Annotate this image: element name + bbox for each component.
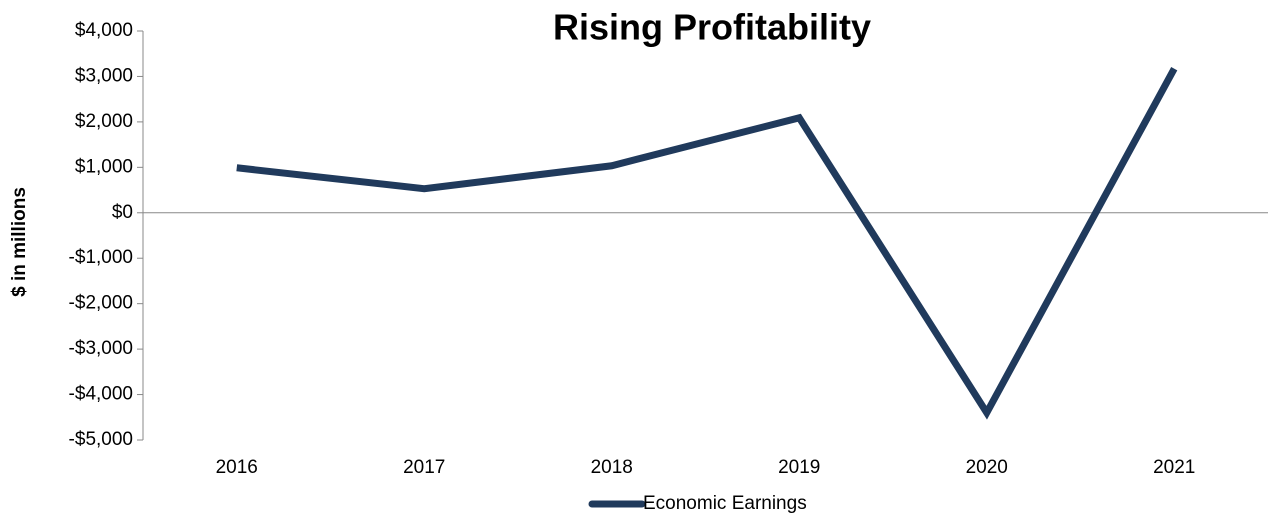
y-axis-label: $ in millions <box>9 187 30 297</box>
y-tick-label: $3,000 <box>75 65 133 86</box>
y-tick-label: -$2,000 <box>69 293 133 314</box>
y-tick-label: -$3,000 <box>69 338 133 359</box>
y-tick-label: -$1,000 <box>69 247 133 268</box>
y-tick-label: $2,000 <box>75 111 133 132</box>
x-tick-label: 2018 <box>591 457 633 478</box>
x-tick-label: 2021 <box>1153 457 1195 478</box>
y-tick-label: $1,000 <box>75 156 133 177</box>
line-series <box>236 67 1178 420</box>
x-tick-label: 2020 <box>966 457 1008 478</box>
y-tick-label: $4,000 <box>75 20 133 41</box>
y-tick-label: $0 <box>112 202 133 223</box>
legend-label: Economic Earnings <box>643 493 807 514</box>
x-tick-label: 2019 <box>778 457 820 478</box>
x-tick-label: 2017 <box>403 457 445 478</box>
y-tick-label: -$5,000 <box>69 429 133 450</box>
x-tick-label: 2016 <box>216 457 258 478</box>
chart-title: Rising Profitability <box>553 7 871 48</box>
y-tick-label: -$4,000 <box>69 384 133 405</box>
